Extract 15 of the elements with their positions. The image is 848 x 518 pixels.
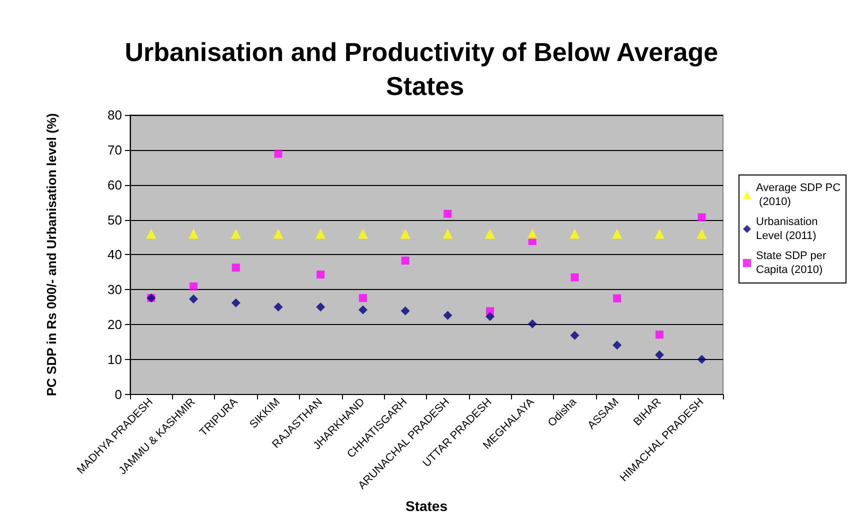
y-tick-label: 80 — [108, 108, 122, 122]
y-tick-label: 50 — [108, 212, 122, 228]
y-axis-title: PC SDP in Rs 000/- and Urbanisation level (%) — [44, 113, 59, 396]
y-tick-label: 70 — [108, 142, 122, 158]
y-tick-label: 0 — [114, 386, 122, 402]
y-tick-label: 40 — [108, 247, 122, 262]
y-tick-label: 20 — [108, 317, 122, 332]
y-tick-label: 30 — [108, 282, 122, 298]
y-tick-label: 60 — [108, 177, 122, 192]
legend-label: Urbanisation Level (2011) — [756, 216, 821, 242]
y-tick-label: 10 — [108, 352, 122, 367]
x-axis-title: States — [405, 498, 448, 514]
chart-title: Urbanisation and Productivity of Below Average States — [124, 37, 726, 101]
legend-label: Average SDP PC (2010) — [756, 182, 841, 208]
legend-label: State SDP per Capita (2010) — [756, 250, 830, 276]
